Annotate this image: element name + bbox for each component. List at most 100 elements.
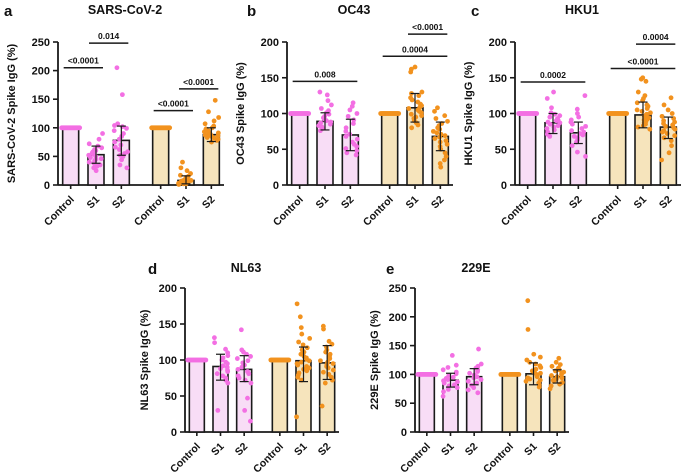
data-point [465, 378, 471, 384]
data-point [583, 123, 588, 129]
data-point [324, 92, 330, 98]
data-point [327, 351, 333, 357]
data-point [329, 102, 334, 108]
data-point [659, 113, 665, 119]
data-point [440, 367, 446, 373]
data-point [642, 93, 648, 99]
bar-d-0-control [188, 359, 206, 433]
y-tick-label: 150 [261, 73, 279, 85]
data-point [212, 340, 217, 346]
x-category-label: Control [398, 441, 433, 475]
sig-label: <0.0001 [412, 22, 443, 32]
data-point [343, 128, 349, 134]
panel-letter: d [148, 261, 157, 278]
data-point [538, 370, 543, 376]
sig-label: <0.0001 [158, 99, 189, 109]
x-category-label: Control [251, 441, 286, 475]
x-category-label: S1 [522, 441, 540, 459]
panel-letter: c [471, 3, 479, 20]
y-tick-label: 150 [159, 319, 177, 331]
y-tick-label: 100 [32, 123, 50, 135]
data-point [475, 390, 481, 396]
data-point [561, 369, 567, 375]
data-point [298, 359, 304, 365]
data-point [294, 414, 299, 420]
data-point [648, 110, 653, 116]
data-point [574, 106, 580, 112]
data-point [124, 125, 129, 131]
data-point [435, 105, 440, 111]
y-tick-label: 50 [395, 398, 407, 410]
data-point [206, 109, 211, 115]
data-point [344, 150, 350, 156]
data-point [321, 369, 326, 375]
panel-title: SARS-CoV-2 [88, 3, 162, 17]
data-point [668, 138, 674, 144]
x-category-label: Control [361, 194, 396, 229]
y-axis-label: 229E Spike IgG (%) [369, 310, 381, 410]
data-point [345, 113, 351, 119]
data-point [534, 111, 540, 116]
data-point [202, 121, 208, 127]
x-category-label: Control [132, 194, 167, 229]
data-point [396, 111, 402, 116]
bar-e-3-control [501, 373, 519, 433]
y-axis-label: OC43 Spike IgG (%) [235, 62, 247, 165]
y-tick-label: 50 [165, 391, 177, 403]
x-category-label: S2 [200, 194, 218, 212]
data-point [297, 314, 303, 320]
data-point [184, 168, 190, 174]
data-point [351, 117, 357, 123]
x-category-label: S1 [292, 441, 310, 459]
data-point [672, 133, 678, 139]
data-point [545, 119, 551, 125]
data-point [416, 93, 422, 99]
bar-e-0-control [418, 373, 436, 433]
data-point [96, 136, 102, 142]
data-point [326, 108, 331, 114]
data-point [211, 118, 217, 124]
bar-d-3-control [271, 359, 289, 433]
data-point [318, 106, 324, 111]
data-point [450, 374, 456, 380]
data-point [242, 408, 248, 413]
data-point [351, 121, 356, 126]
data-point [220, 373, 226, 379]
data-point [111, 128, 117, 134]
data-point [557, 362, 563, 368]
data-point [235, 366, 241, 372]
data-point [537, 377, 543, 383]
data-point [234, 356, 240, 361]
data-point [442, 150, 448, 156]
data-point [235, 373, 241, 379]
data-point [296, 339, 302, 345]
data-point [409, 125, 415, 131]
data-point [330, 367, 336, 373]
data-point [568, 117, 574, 123]
data-point [432, 108, 437, 114]
data-point [669, 143, 674, 149]
data-point [317, 89, 323, 95]
x-category-label: Control [271, 194, 306, 229]
bar-b-3-control [380, 112, 399, 186]
x-category-label: Control [42, 194, 77, 229]
data-point [98, 156, 104, 162]
data-point [553, 359, 559, 365]
data-point [124, 165, 130, 171]
sig-label: <0.0001 [628, 56, 659, 66]
data-point [624, 111, 630, 116]
sig-label: <0.0001 [68, 56, 99, 66]
data-point [440, 393, 446, 399]
bar-c-3-control [608, 112, 627, 186]
data-point [449, 352, 455, 358]
data-point [643, 78, 649, 84]
data-point [77, 125, 83, 131]
data-point [525, 375, 531, 381]
data-point [300, 342, 306, 348]
data-point [533, 366, 539, 372]
data-point [476, 346, 481, 352]
data-point [668, 95, 674, 101]
panel-letter: b [247, 3, 256, 20]
y-tick-label: 0 [273, 180, 279, 192]
